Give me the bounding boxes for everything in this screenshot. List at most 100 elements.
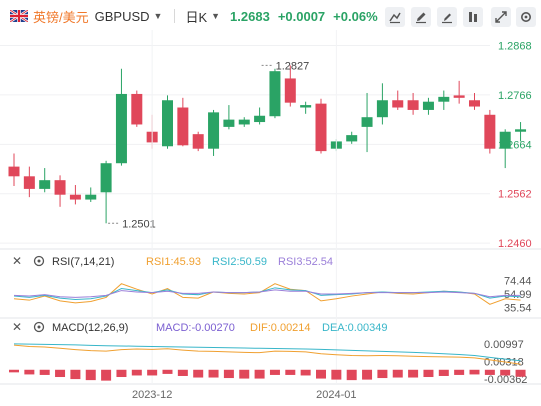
- rsi-visibility-icon: [33, 255, 45, 267]
- edit-button[interactable]: [437, 7, 457, 27]
- macd-histogram-bar: [208, 369, 219, 378]
- candle-body: [438, 96, 450, 102]
- macd-tick-label: -0.00362: [484, 374, 527, 386]
- macd-histogram-bar: [269, 369, 280, 375]
- candle: [54, 175, 66, 207]
- macd-histogram-bar: [438, 369, 449, 376]
- extreme-price-label: 1.2827: [276, 60, 310, 72]
- macd-histogram-bar: [392, 369, 403, 378]
- macd-histogram-bar: [116, 369, 127, 378]
- candle-body: [54, 180, 66, 195]
- candle-body: [85, 194, 97, 200]
- candle-body: [192, 134, 204, 149]
- candle: [346, 131, 358, 144]
- candle-body: [515, 129, 527, 132]
- candle: [499, 129, 511, 169]
- price-tick-label: 1.2460: [498, 238, 532, 250]
- pencil-icon: [416, 12, 426, 24]
- dea-value: DEA:0.00349: [322, 322, 387, 334]
- pencil-button[interactable]: [411, 7, 431, 27]
- price-tick-label: 1.2868: [498, 41, 532, 53]
- candle: [238, 117, 250, 127]
- candle-body: [499, 131, 511, 149]
- macd-histogram-bar: [362, 369, 373, 380]
- period-selector[interactable]: 日K: [185, 9, 208, 25]
- rsi-tick-label: 74.44: [504, 276, 532, 288]
- macd-histogram-bar: [239, 369, 250, 379]
- candle-body: [254, 115, 266, 123]
- candle: [115, 68, 127, 166]
- candle-body: [484, 114, 496, 149]
- candle-body: [407, 100, 419, 110]
- symbol-code[interactable]: GBPUSD: [94, 8, 150, 24]
- price-change: +0.0007: [277, 8, 326, 24]
- candle-body: [39, 180, 51, 189]
- period-chevron-down-icon[interactable]: ▼: [211, 11, 221, 21]
- macd-histogram-bar: [162, 369, 173, 374]
- x-axis-label: 2023-12: [132, 389, 172, 401]
- eye-icon-pupil: [37, 259, 41, 263]
- candle-body: [269, 71, 281, 117]
- macd-histogram-bar: [223, 369, 234, 379]
- candle: [254, 107, 266, 125]
- candle: [192, 131, 204, 152]
- eye-icon-ring: [33, 255, 45, 267]
- macd-histogram-bar: [423, 369, 434, 378]
- macd-histogram-bar: [377, 369, 388, 379]
- candle-body: [346, 135, 358, 142]
- candle: [515, 122, 527, 142]
- candle-body: [315, 103, 327, 152]
- macd-close-icon: ✕: [12, 320, 22, 334]
- settings-button[interactable]: [516, 7, 536, 27]
- rsi2-value: RSI2:50.59: [212, 256, 267, 268]
- draw-line-icon: [389, 12, 401, 24]
- candle-body: [223, 119, 235, 127]
- bars-button[interactable]: [463, 7, 483, 27]
- candle-body: [100, 163, 112, 193]
- candle-body: [115, 93, 127, 164]
- candle-body: [162, 100, 173, 147]
- candle: [39, 168, 51, 193]
- candle: [8, 153, 20, 186]
- candle: [100, 160, 112, 224]
- draw-line-button[interactable]: [385, 7, 405, 27]
- candle: [453, 80, 465, 104]
- macd-histogram-bar: [70, 369, 81, 380]
- candle-body: [238, 119, 250, 125]
- rsi-line-rsi2: [13, 287, 521, 300]
- candle: [269, 68, 281, 119]
- macd-histogram-bar: [300, 369, 311, 376]
- candle: [469, 92, 480, 110]
- candle-body: [376, 100, 388, 118]
- price-change-pct: +0.06%: [333, 8, 378, 24]
- price-tick-label: 1.2562: [498, 189, 532, 201]
- candle-body: [392, 100, 404, 108]
- candle: [69, 185, 81, 205]
- last-price: 1.2683: [230, 8, 270, 24]
- candle-body: [422, 101, 434, 110]
- candle-body: [361, 117, 373, 127]
- candle-body: [131, 93, 143, 125]
- candle: [131, 90, 143, 127]
- macd-histogram-bar: [193, 369, 204, 378]
- rsi3-value: RSI3:52.54: [278, 256, 333, 268]
- macd-tick-label: 0.00318: [484, 357, 524, 369]
- rsi1-value: RSI1:45.93: [146, 256, 201, 268]
- candle: [177, 97, 189, 147]
- expand-button[interactable]: [491, 7, 511, 27]
- candle: [484, 109, 496, 154]
- candle: [23, 166, 35, 198]
- x-axis-label: 2024-01: [316, 389, 356, 401]
- toolbar-divider: [174, 9, 176, 23]
- candle: [361, 92, 373, 153]
- macd-histogram-bar: [316, 369, 326, 379]
- edit-icon: [442, 13, 452, 24]
- pair-name-cn[interactable]: 英镑/美元: [33, 9, 89, 25]
- candle-body: [69, 194, 81, 200]
- macd-histogram-bar: [131, 369, 142, 376]
- candle: [392, 90, 404, 110]
- chevron-down-icon[interactable]: ▼: [153, 11, 163, 21]
- candle-body: [8, 166, 20, 177]
